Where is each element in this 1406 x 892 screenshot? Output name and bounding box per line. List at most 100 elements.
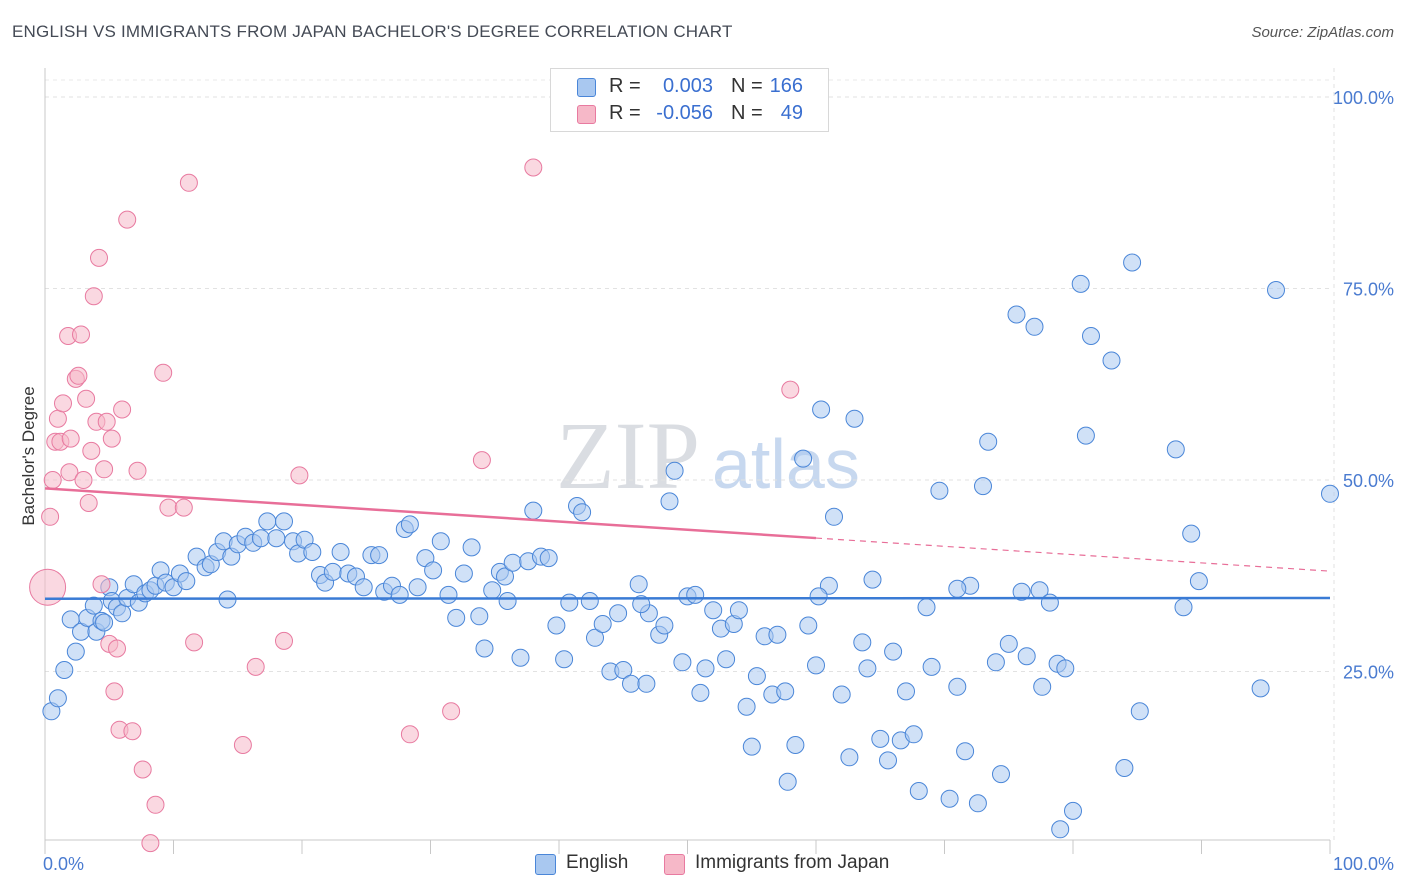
japan-point [60, 463, 79, 482]
english-point [323, 562, 342, 581]
english-point [447, 608, 466, 627]
legend-n-label: N = [731, 102, 763, 124]
english-point [1064, 801, 1082, 820]
japan-point [159, 498, 178, 517]
english-point [354, 578, 373, 597]
english-point [1267, 281, 1285, 299]
english-point [470, 607, 489, 626]
english-point [586, 628, 604, 647]
english-point [948, 677, 967, 696]
y-tick-label: 100.0% [1333, 88, 1394, 108]
english-point [66, 642, 85, 661]
english-point [454, 564, 473, 583]
japan-point [246, 657, 265, 676]
english-point [632, 595, 651, 614]
y-axis-label: Bachelor's Degree [19, 386, 38, 525]
english-point [539, 549, 558, 568]
legend-n-value: 166 [769, 75, 803, 97]
legend-row-japan: R = -0.056 N = 49 [551, 101, 828, 127]
japan-point [90, 248, 108, 267]
english-point [462, 538, 481, 557]
english-point [812, 400, 831, 419]
english-point [370, 546, 389, 565]
legend-r-value: 0.003 [662, 75, 713, 97]
japan-point [128, 461, 147, 480]
english-point [251, 529, 270, 548]
english-point [737, 697, 756, 716]
english-point [113, 604, 132, 623]
english-point [858, 659, 877, 678]
english-point [799, 616, 818, 635]
english-point [729, 601, 748, 620]
japan-point [48, 409, 67, 428]
english-point [930, 481, 949, 500]
japan-point [118, 210, 137, 229]
japan-point [275, 631, 293, 650]
japan-point [472, 451, 491, 470]
english-point [303, 543, 322, 561]
x-tick-label-max: 100.0% [1333, 854, 1394, 874]
japan-point [179, 173, 198, 192]
english-point [778, 772, 797, 791]
english-point [696, 659, 715, 678]
english-point [845, 409, 864, 428]
japan-point [154, 363, 173, 382]
english-point [1082, 327, 1100, 345]
english-point [1056, 659, 1075, 678]
english-point [560, 593, 579, 612]
japan-point [102, 429, 121, 448]
japan-point [146, 795, 165, 814]
japan-point [77, 389, 96, 408]
english-point [660, 492, 679, 511]
english-point [979, 432, 998, 451]
japan-point [54, 394, 72, 413]
japan-point [95, 460, 114, 479]
japan-point [290, 466, 309, 485]
english-point [1102, 351, 1121, 370]
english-point [1189, 572, 1208, 591]
english-point [593, 615, 612, 633]
english-point [95, 613, 114, 632]
english-point [897, 682, 915, 701]
english-point [1071, 274, 1090, 293]
english-point [1115, 759, 1134, 777]
english-point [825, 507, 843, 526]
japan-point [524, 158, 543, 177]
legend: R = 0.003 N = 166 R = -0.056 N = 49 [550, 68, 829, 132]
english-point [1182, 524, 1201, 543]
japan-point [185, 633, 204, 652]
y-tick-label: 25.0% [1343, 663, 1394, 683]
english-point [511, 648, 530, 667]
japan-trendline [44, 487, 817, 540]
trendlines [44, 487, 1331, 600]
english-point [786, 736, 805, 754]
watermark-zip: ZIP [556, 402, 700, 509]
bottom-legend-english: English [535, 852, 655, 878]
english-point [673, 653, 692, 672]
legend-row-english: R = 0.003 N = 166 [551, 74, 828, 100]
legend-swatch-english [577, 78, 596, 97]
english-point [1123, 253, 1142, 272]
english-point [691, 683, 710, 702]
english-point [853, 633, 872, 652]
english-point [331, 543, 350, 561]
english-point [717, 650, 736, 669]
japan-point [92, 575, 111, 594]
english-point [992, 765, 1010, 784]
english-point [917, 598, 936, 617]
english-point [832, 685, 851, 704]
english-point [637, 674, 656, 693]
english-point [580, 592, 599, 610]
japan-point [108, 639, 126, 658]
english-point [496, 567, 514, 586]
english-point [986, 653, 1005, 672]
x-tick-labels: 0.0% 100.0% [43, 854, 1394, 874]
japan-point [74, 471, 93, 489]
english-point [742, 737, 761, 756]
legend-r-value: -0.056 [656, 102, 713, 124]
english-point [475, 639, 494, 658]
english-point [909, 782, 928, 800]
english-point [768, 625, 787, 644]
english-point [424, 561, 443, 580]
